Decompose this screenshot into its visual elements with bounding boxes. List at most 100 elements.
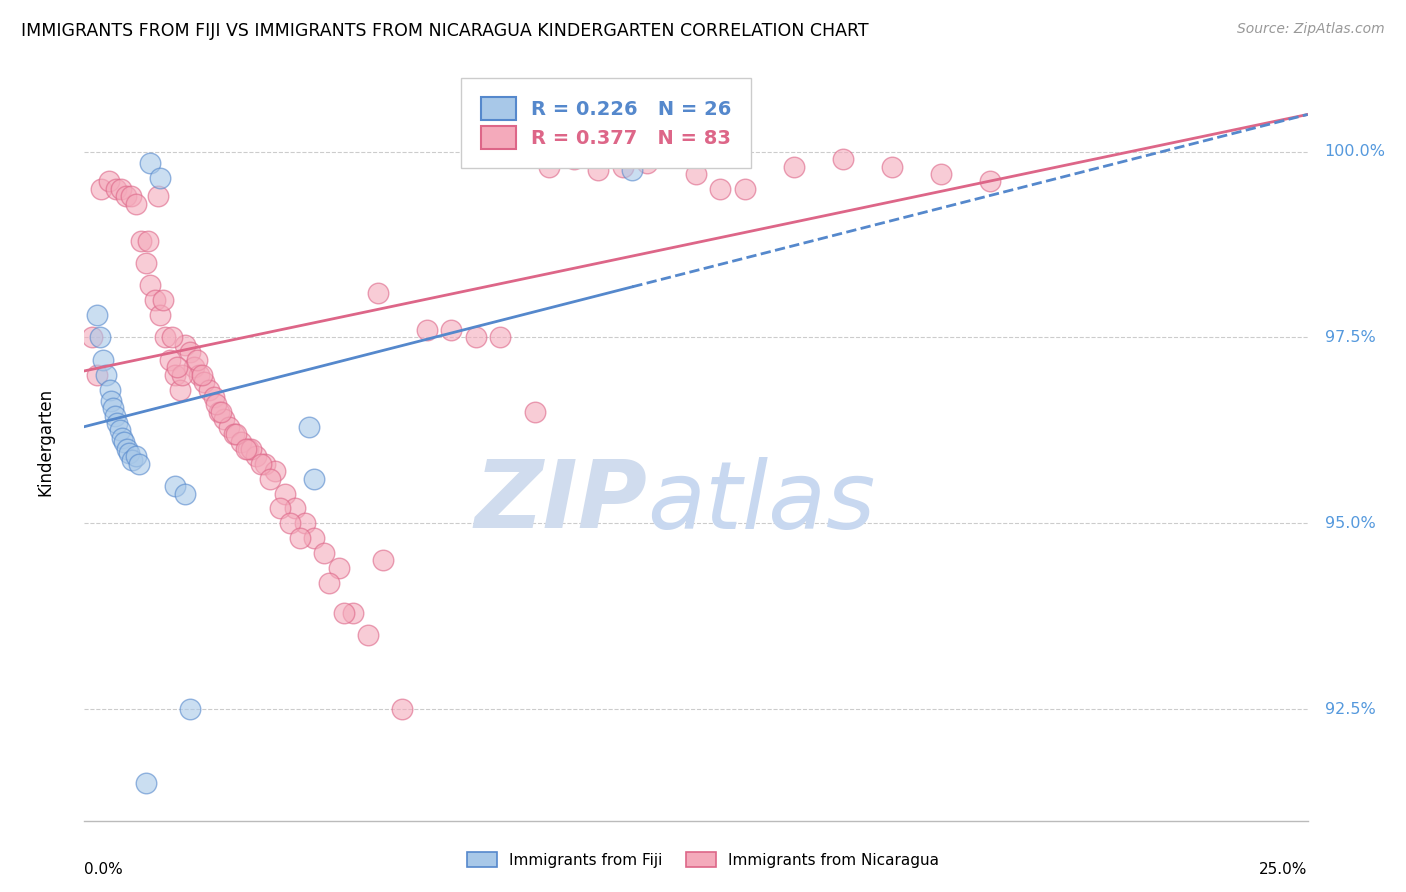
Point	[166, 360, 188, 375]
Point	[86, 368, 108, 382]
Point	[198, 383, 221, 397]
Point	[562, 152, 585, 166]
Point	[86, 308, 108, 322]
Point	[929, 167, 952, 181]
Point	[186, 352, 208, 367]
Point	[173, 486, 195, 500]
Point	[464, 330, 486, 344]
Point	[152, 293, 174, 308]
Text: ZIP: ZIP	[474, 456, 647, 549]
Point	[586, 163, 609, 178]
Point	[110, 431, 132, 445]
Point	[162, 330, 184, 344]
Point	[783, 160, 806, 174]
Legend: R = 0.226   N = 26, R = 0.377   N = 83: R = 0.226 N = 26, R = 0.377 N = 83	[467, 84, 745, 162]
Point	[621, 163, 644, 178]
Point	[118, 445, 141, 459]
Text: 95.0%: 95.0%	[1324, 516, 1375, 531]
Point	[523, 405, 546, 419]
Point	[120, 189, 142, 203]
Point	[979, 174, 1001, 188]
Point	[191, 368, 214, 382]
Point	[98, 383, 121, 397]
Point	[259, 472, 281, 486]
Point	[367, 285, 389, 300]
Point	[538, 160, 561, 174]
Point	[264, 464, 287, 478]
Point	[128, 457, 150, 471]
Point	[269, 501, 291, 516]
Point	[125, 450, 148, 464]
Point	[416, 323, 439, 337]
Point	[734, 182, 756, 196]
Point	[153, 330, 176, 344]
Point	[225, 427, 247, 442]
Point	[136, 234, 159, 248]
Point	[612, 160, 634, 174]
Point	[159, 352, 181, 367]
Point	[108, 424, 131, 438]
Point	[288, 531, 311, 545]
Point	[239, 442, 262, 456]
Point	[80, 330, 103, 344]
Point	[146, 189, 169, 203]
Point	[149, 308, 172, 322]
Point	[314, 546, 336, 560]
Point	[304, 472, 326, 486]
Point	[100, 393, 122, 408]
Point	[169, 383, 191, 397]
Point	[208, 405, 231, 419]
Point	[179, 702, 201, 716]
Text: 92.5%: 92.5%	[1324, 702, 1375, 716]
Text: Source: ZipAtlas.com: Source: ZipAtlas.com	[1237, 22, 1385, 37]
Text: IMMIGRANTS FROM FIJI VS IMMIGRANTS FROM NICARAGUA KINDERGARTEN CORRELATION CHART: IMMIGRANTS FROM FIJI VS IMMIGRANTS FROM …	[21, 22, 869, 40]
Point	[294, 516, 316, 531]
Point	[121, 453, 143, 467]
Point	[304, 531, 326, 545]
Text: 0.0%: 0.0%	[84, 863, 124, 878]
Point	[143, 293, 166, 308]
Point	[90, 182, 112, 196]
Text: atlas: atlas	[647, 457, 876, 548]
Legend: Immigrants from Fiji, Immigrants from Nicaragua: Immigrants from Fiji, Immigrants from Ni…	[458, 844, 948, 875]
Point	[238, 442, 260, 456]
Point	[149, 170, 172, 185]
Point	[342, 606, 364, 620]
Point	[91, 352, 114, 367]
Text: Kindergarten: Kindergarten	[37, 387, 55, 496]
Point	[105, 416, 128, 430]
Point	[135, 256, 157, 270]
Point	[212, 412, 235, 426]
Point	[709, 182, 731, 196]
Point	[139, 156, 162, 170]
Point	[685, 167, 707, 181]
Point	[357, 628, 380, 642]
Point	[332, 606, 354, 620]
Point	[110, 182, 132, 196]
Point	[179, 345, 201, 359]
Point	[101, 401, 124, 416]
Point	[284, 501, 307, 516]
Point	[235, 442, 257, 456]
Point	[129, 234, 152, 248]
Point	[115, 189, 138, 203]
Point	[298, 419, 321, 434]
Point	[391, 702, 413, 716]
Point	[229, 434, 252, 449]
Point	[172, 368, 194, 382]
Point	[318, 575, 340, 590]
Text: 25.0%: 25.0%	[1260, 863, 1308, 878]
Point	[440, 323, 463, 337]
Point	[173, 338, 195, 352]
Point	[636, 156, 658, 170]
Point	[274, 486, 297, 500]
Point	[104, 409, 127, 423]
Point	[249, 457, 271, 471]
Point	[831, 152, 853, 166]
Point	[209, 405, 232, 419]
Point	[278, 516, 301, 531]
Text: 100.0%: 100.0%	[1324, 145, 1386, 159]
Point	[371, 553, 394, 567]
Point	[89, 330, 111, 344]
Point	[188, 368, 211, 382]
